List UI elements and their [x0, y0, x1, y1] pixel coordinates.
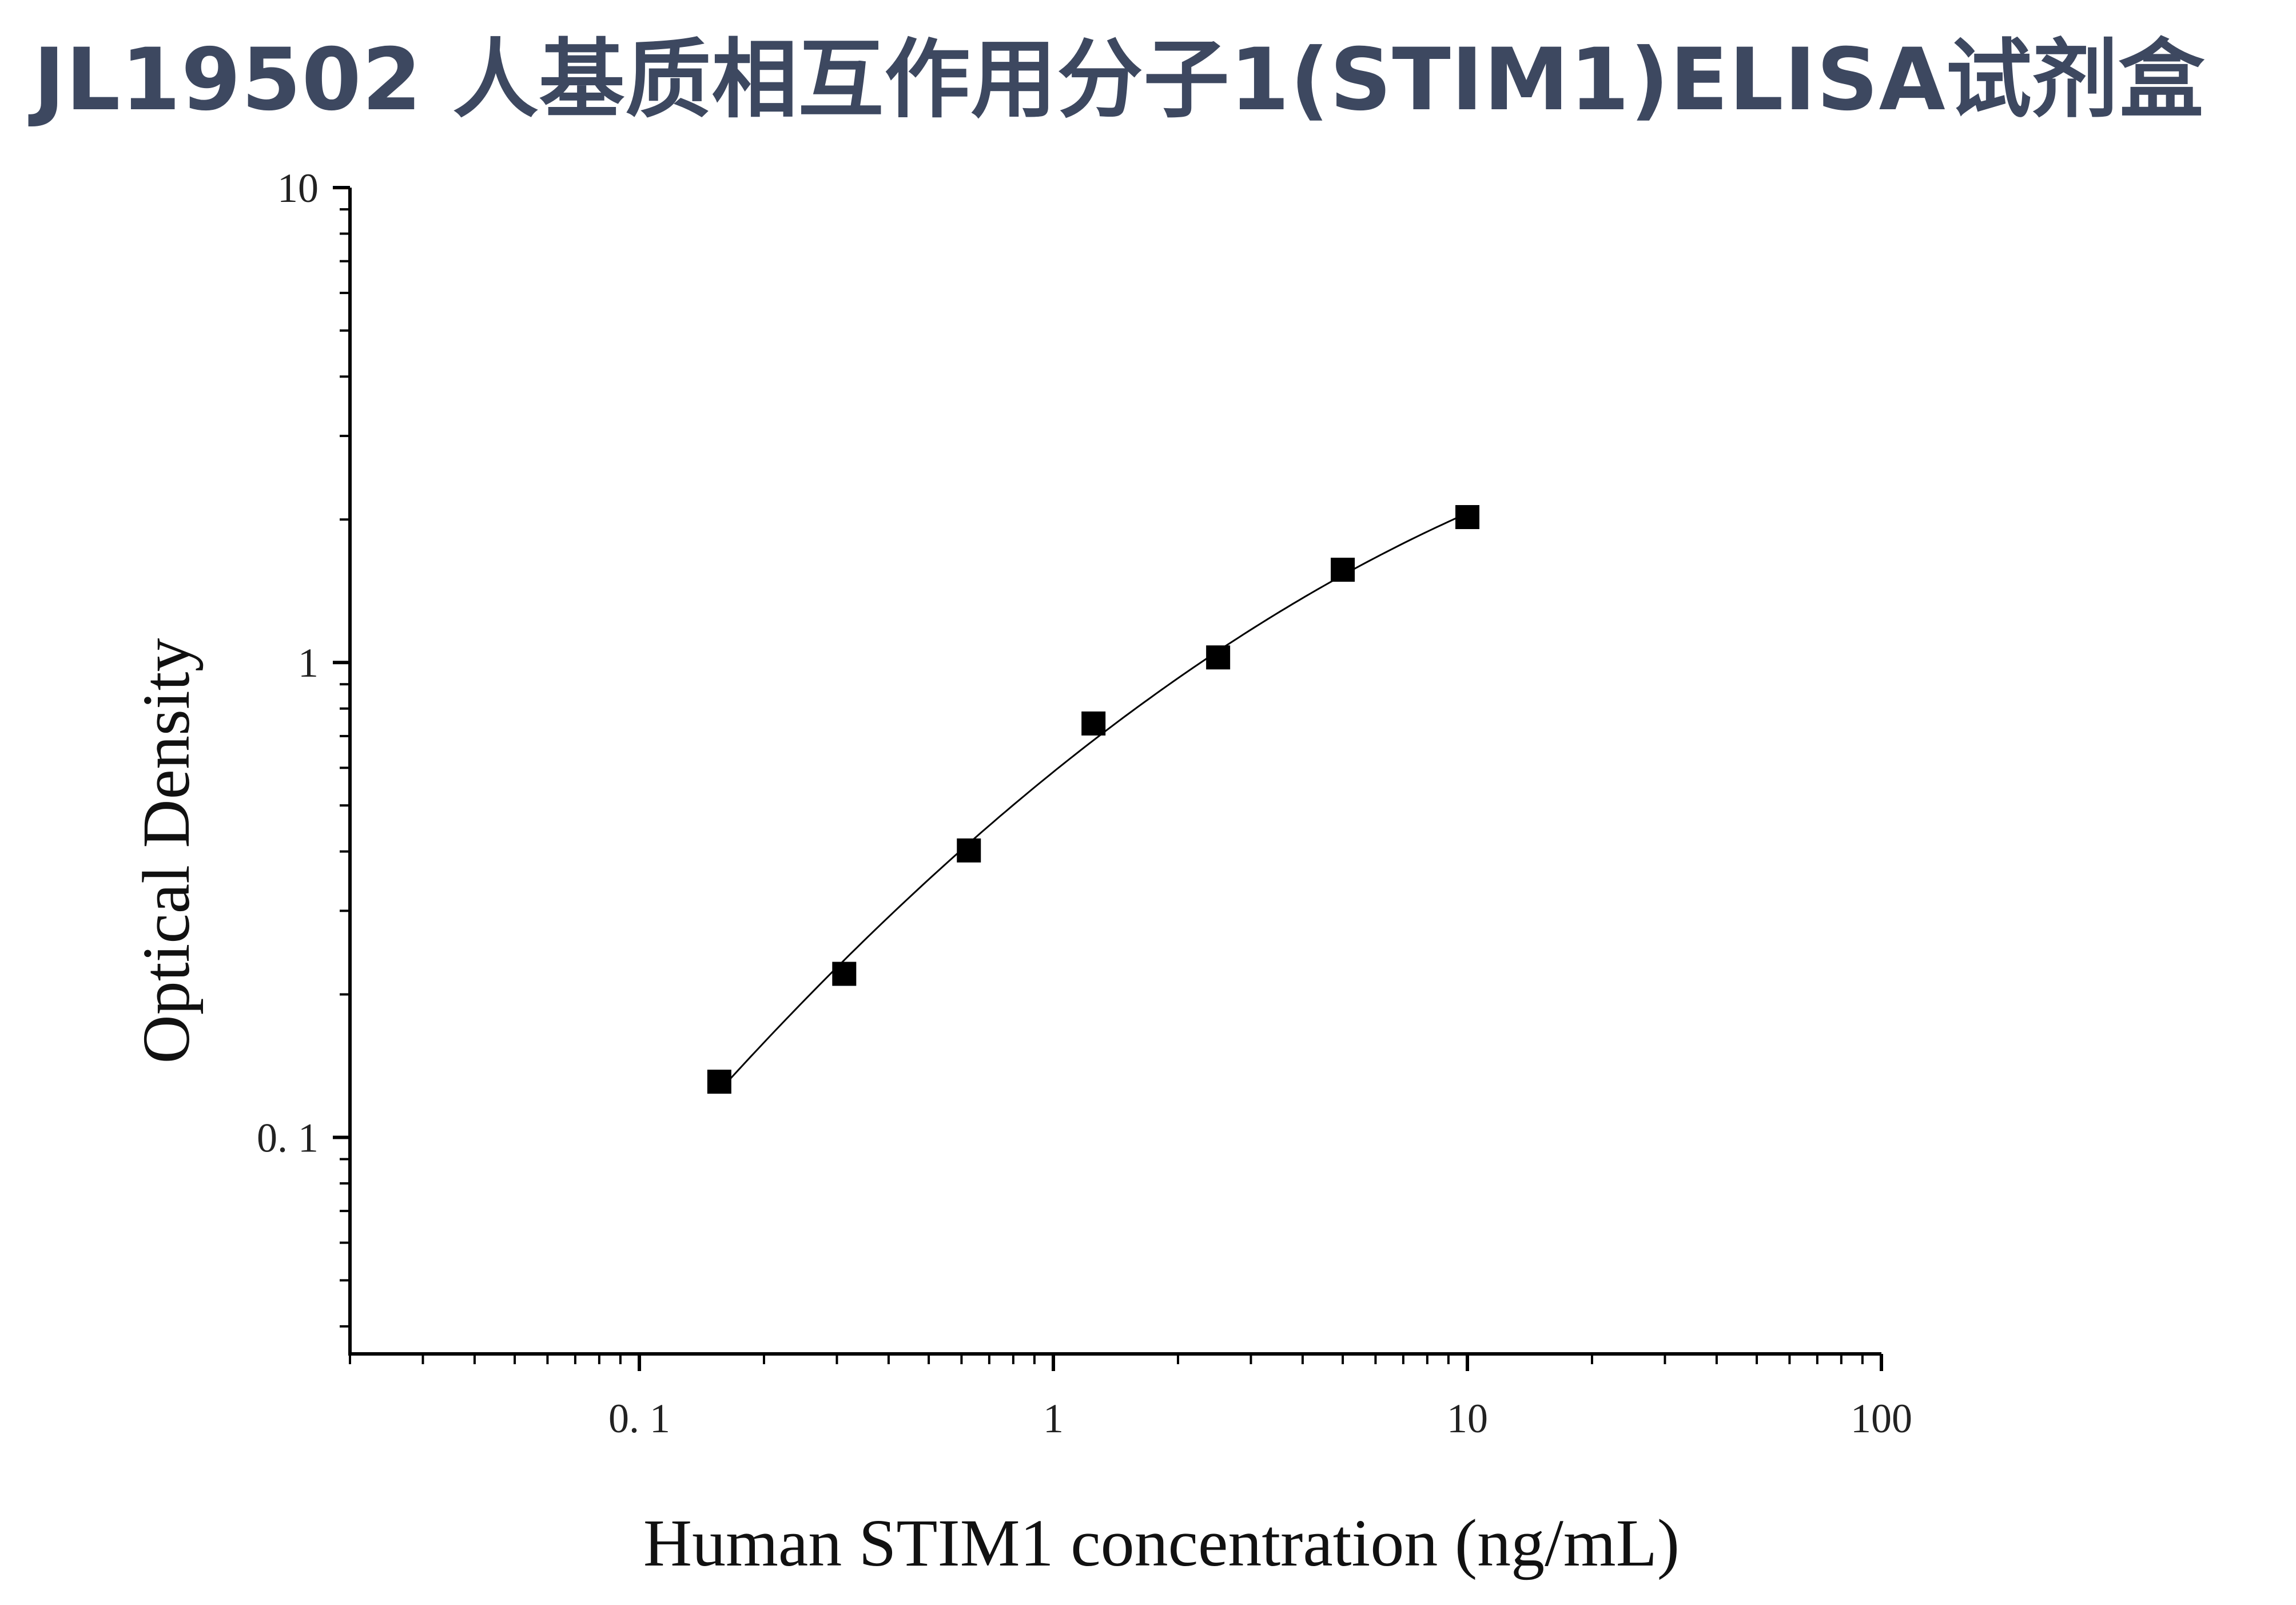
data-point: [1455, 505, 1480, 530]
data-point: [1081, 711, 1106, 736]
data-point: [1206, 645, 1231, 670]
x-tick-label: 100: [1851, 1396, 1912, 1441]
x-tick-label: 0. 1: [608, 1396, 670, 1441]
y-axis: 0. 1 1 10: [257, 165, 352, 1356]
data-point: [832, 962, 857, 986]
data-point: [707, 1070, 731, 1094]
y-axis-title: Optical Density: [129, 638, 204, 1064]
data-point: [957, 838, 981, 863]
y-tick-label: 1: [298, 640, 319, 686]
data-point: [1331, 558, 1355, 582]
x-axis: 0. 1 1 10 100: [348, 1352, 1912, 1441]
x-tick-label: 1: [1043, 1396, 1064, 1441]
fit-curve-layer: [718, 512, 1468, 1092]
x-axis-title: Human STIM1 concentration (ng/mL): [643, 1505, 1680, 1580]
fit-curve: [718, 512, 1468, 1092]
y-tick-label: 0. 1: [257, 1115, 319, 1161]
x-tick-label: 10: [1447, 1396, 1488, 1441]
page-title: JL19502 人基质相互作用分子1(STIM1)ELISA试剂盒: [33, 30, 2205, 130]
data-points-layer: [707, 505, 1480, 1094]
y-tick-label: 10: [277, 165, 319, 211]
